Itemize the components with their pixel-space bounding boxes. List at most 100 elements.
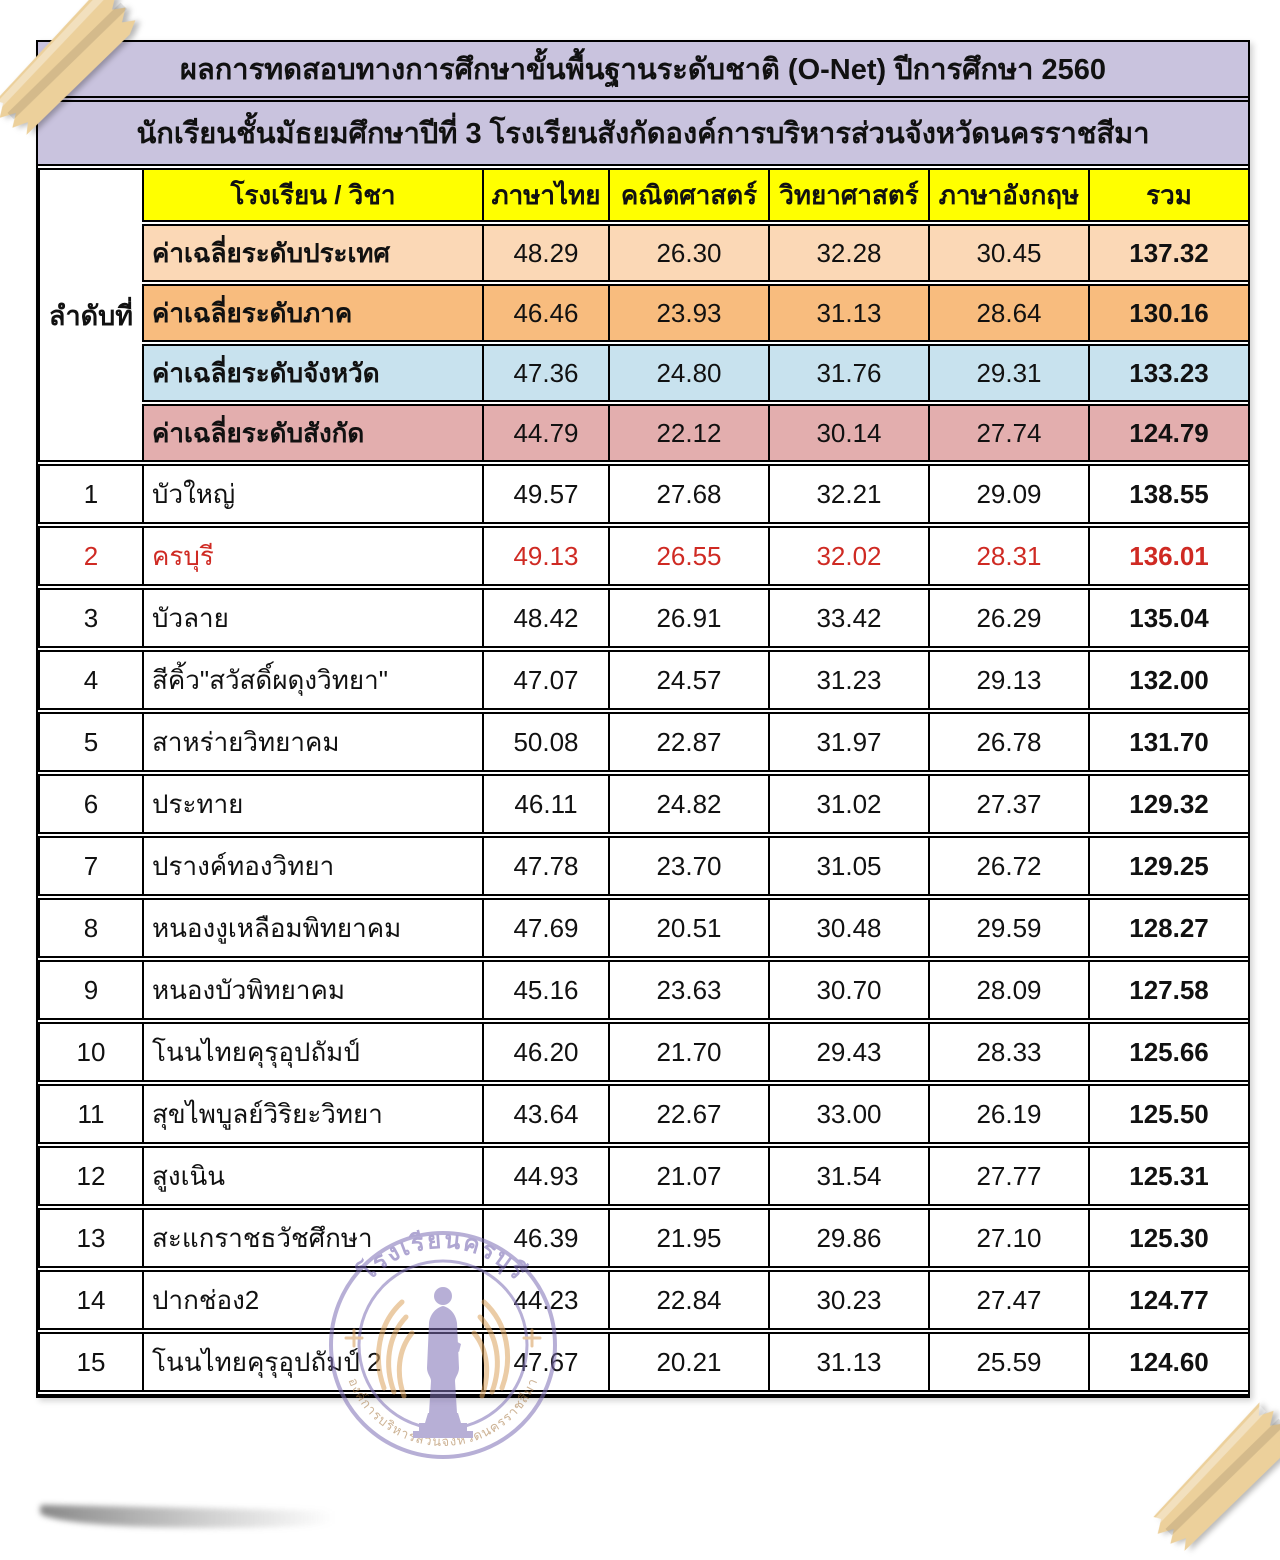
score-cell-math: 21.70 [608, 1018, 770, 1086]
score-cell-english: 27.77 [928, 1142, 1090, 1210]
score-cell-total: 128.27 [1088, 894, 1250, 962]
school-row: 11 สุขไพบูลย์วิริยะวิทยา 43.64 22.67 33.… [38, 1080, 1250, 1148]
score-cell-total: 125.50 [1088, 1080, 1250, 1148]
score-cell-science: 31.23 [768, 646, 930, 714]
score-cell-thai: 47.67 [482, 1328, 610, 1396]
school-name-cell: บัวใหญ่ [142, 460, 484, 528]
score-cell-total: 125.66 [1088, 1018, 1250, 1086]
score-cell-english: 26.78 [928, 708, 1090, 776]
header-row: ลำดับที่ โรงเรียน / วิชา ภาษาไทย คณิตศาส… [38, 164, 1250, 466]
score-cell-english: 29.59 [928, 894, 1090, 962]
score-cell-science: 31.02 [768, 770, 930, 838]
score-cell-thai: 43.64 [482, 1080, 610, 1148]
score-cell-math: 23.70 [608, 832, 770, 900]
school-row: 13 สะแกราชธวัชศึกษา 46.39 21.95 29.86 27… [38, 1204, 1250, 1272]
score-cell-science: 30.23 [768, 1266, 930, 1334]
score-cell-science: 31.76 [768, 340, 930, 406]
score-cell-thai: 46.11 [482, 770, 610, 838]
score-cell-thai: 47.69 [482, 894, 610, 962]
score-cell-math: 24.82 [608, 770, 770, 838]
school-row: 14 ปากช่อง2 44.23 22.84 30.23 27.47 124.… [38, 1266, 1250, 1334]
column-header-school: โรงเรียน / วิชา [142, 164, 484, 226]
score-cell-science: 30.14 [768, 400, 930, 466]
column-header-math: คณิตศาสตร์ [608, 164, 770, 226]
rank-cell: 14 [38, 1266, 144, 1334]
rank-cell: 7 [38, 832, 144, 900]
rank-cell: 3 [38, 584, 144, 652]
average-row: ค่าเฉลี่ยระดับจังหวัด 47.36 24.80 31.76 … [39, 340, 1250, 406]
average-row: ค่าเฉลี่ยระดับประเทศ 48.29 26.30 32.28 3… [39, 220, 1250, 286]
average-row-label: ค่าเฉลี่ยระดับภาค [142, 280, 484, 346]
score-cell-math: 20.51 [608, 894, 770, 962]
school-row: 10 โนนไทยคุรุอุปถัมป์ 46.20 21.70 29.43 … [38, 1018, 1250, 1086]
average-row-label: ค่าเฉลี่ยระดับสังกัด [142, 400, 484, 466]
score-cell-total: 125.31 [1088, 1142, 1250, 1210]
score-cell-math: 26.55 [608, 522, 770, 590]
score-cell-math: 22.12 [608, 400, 770, 466]
score-cell-math: 26.91 [608, 584, 770, 652]
score-cell-math: 20.21 [608, 1328, 770, 1396]
score-cell-thai: 47.78 [482, 832, 610, 900]
score-cell-thai: 46.39 [482, 1204, 610, 1272]
average-row-label: ค่าเฉลี่ยระดับประเทศ [142, 220, 484, 286]
school-row: 1 บัวใหญ่ 49.57 27.68 32.21 29.09 138.55 [38, 460, 1250, 528]
score-cell-total: 137.32 [1088, 220, 1250, 286]
column-header-science: วิทยาศาสตร์ [768, 164, 930, 226]
score-cell-total: 138.55 [1088, 460, 1250, 528]
school-name-cell: บัวลาย [142, 584, 484, 652]
score-cell-english: 29.09 [928, 460, 1090, 528]
score-cell-total: 130.16 [1088, 280, 1250, 346]
score-cell-thai: 47.36 [482, 340, 610, 406]
rank-cell: 6 [38, 770, 144, 838]
score-cell-science: 31.54 [768, 1142, 930, 1210]
rank-cell: 1 [38, 460, 144, 528]
score-cell-english: 27.74 [928, 400, 1090, 466]
washi-tape-top-left-icon [0, 0, 136, 135]
score-cell-math: 24.80 [608, 340, 770, 406]
average-row: ค่าเฉลี่ยระดับภาค 46.46 23.93 31.13 28.6… [39, 280, 1250, 346]
school-row: 5 สาหร่ายวิทยาคม 50.08 22.87 31.97 26.78… [38, 708, 1250, 776]
score-cell-thai: 44.79 [482, 400, 610, 466]
school-name-cell: ปรางค์ทองวิทยา [142, 832, 484, 900]
sheet-subtitle: นักเรียนชั้นมัธยมศึกษาปีที่ 3 โรงเรียนสั… [38, 102, 1248, 164]
score-cell-math: 27.68 [608, 460, 770, 528]
school-name-cell: สุขไพบูลย์วิริยะวิทยา [142, 1080, 484, 1148]
score-cell-science: 30.48 [768, 894, 930, 962]
rank-cell: 8 [38, 894, 144, 962]
score-cell-thai: 49.57 [482, 460, 610, 528]
rank-cell: 2 [38, 522, 144, 590]
rank-cell: 11 [38, 1080, 144, 1148]
rank-cell: 4 [38, 646, 144, 714]
school-row: 7 ปรางค์ทองวิทยา 47.78 23.70 31.05 26.72… [38, 832, 1250, 900]
score-cell-total: 124.77 [1088, 1266, 1250, 1334]
score-cell-math: 22.87 [608, 708, 770, 776]
score-cell-math: 22.67 [608, 1080, 770, 1148]
score-cell-english: 27.37 [928, 770, 1090, 838]
score-cell-total: 129.32 [1088, 770, 1250, 838]
score-cell-math: 21.07 [608, 1142, 770, 1210]
score-cell-science: 29.43 [768, 1018, 930, 1086]
score-cell-science: 33.42 [768, 584, 930, 652]
score-cell-total: 124.79 [1088, 400, 1250, 466]
column-header-total: รวม [1088, 164, 1250, 226]
school-name-cell: ครบุรี [142, 522, 484, 590]
school-name-cell: ประทาย [142, 770, 484, 838]
results-table-body: ลำดับที่ โรงเรียน / วิชา ภาษาไทย คณิตศาส… [38, 164, 1250, 1396]
score-cell-science: 30.70 [768, 956, 930, 1024]
score-cell-math: 23.63 [608, 956, 770, 1024]
column-header-thai: ภาษาไทย [482, 164, 610, 226]
score-cell-math: 23.93 [608, 280, 770, 346]
school-name-cell: หนองบัวพิทยาคม [142, 956, 484, 1024]
results-table: ลำดับที่ โรงเรียน / วิชา ภาษาไทย คณิตศาส… [38, 164, 1250, 1396]
rank-cell: 10 [38, 1018, 144, 1086]
score-cell-math: 26.30 [608, 220, 770, 286]
score-cell-english: 30.45 [928, 220, 1090, 286]
score-cell-total: 131.70 [1088, 708, 1250, 776]
school-row: 9 หนองบัวพิทยาคม 45.16 23.63 30.70 28.09… [38, 956, 1250, 1024]
score-cell-thai: 49.13 [482, 522, 610, 590]
score-cell-english: 29.31 [928, 340, 1090, 406]
school-name-cell: โนนไทยคุรุอุปถัมป์ 2 [142, 1328, 484, 1396]
score-cell-total: 136.01 [1088, 522, 1250, 590]
score-cell-science: 29.86 [768, 1204, 930, 1272]
